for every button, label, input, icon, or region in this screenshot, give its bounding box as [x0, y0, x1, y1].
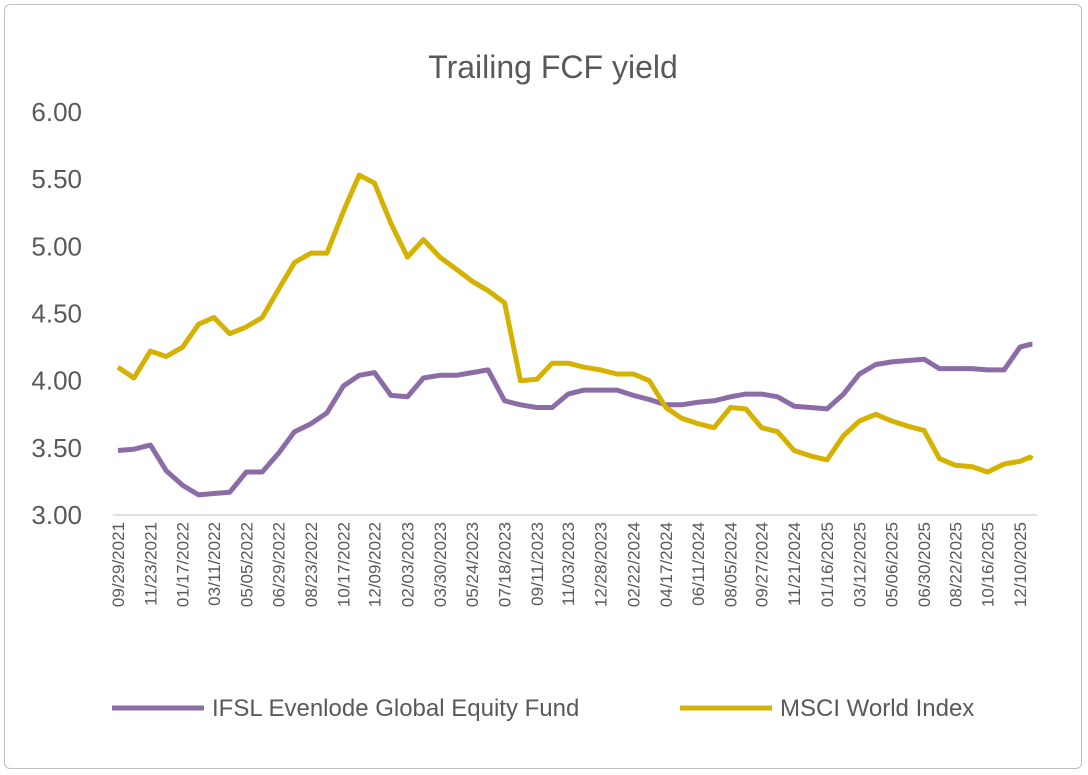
legend-item: MSCI World Index — [680, 695, 974, 722]
x-tick-label: 08/23/2022 — [302, 522, 321, 607]
chart-title: Trailing FCF yield — [428, 49, 678, 85]
x-tick-label: 03/30/2023 — [431, 522, 450, 607]
x-axis: 09/29/2021 11/23/2021 01/17/2022 03/11/2022… — [109, 522, 1030, 607]
series-line-fund — [117, 341, 1033, 498]
y-tick-label: 4.00 — [31, 366, 82, 396]
legend-item: IFSL Evenlode Global Equity Fund — [112, 695, 579, 722]
y-tick-label: 5.00 — [31, 231, 82, 261]
x-tick-label: 03/12/2025 — [850, 522, 869, 607]
series-line-index — [116, 172, 1034, 475]
y-tick-label: 3.00 — [31, 500, 82, 530]
x-tick-label: 08/05/2024 — [722, 522, 741, 607]
x-tick-label: 08/22/2025 — [946, 522, 965, 607]
x-tick-label: 09/27/2024 — [753, 522, 772, 607]
x-tick-label: 10/16/2025 — [979, 522, 998, 607]
x-tick-label: 06/29/2022 — [270, 522, 289, 607]
x-tick-label: 11/03/2023 — [559, 522, 578, 606]
x-tick-label: 09/29/2021 — [109, 522, 128, 607]
x-tick-label: 07/18/2023 — [496, 522, 515, 607]
x-tick-label: 02/22/2024 — [624, 522, 643, 607]
x-tick-label: 12/09/2022 — [366, 522, 385, 607]
legend-label: IFSL Evenlode Global Equity Fund — [212, 695, 579, 722]
x-tick-label: 05/24/2023 — [463, 522, 482, 607]
y-tick-label: 5.50 — [31, 164, 82, 194]
x-tick-label: 11/21/2024 — [785, 522, 804, 606]
x-tick-label: 01/17/2022 — [174, 522, 193, 607]
x-tick-label: 02/03/2023 — [398, 522, 417, 607]
y-tick-label: 3.50 — [31, 433, 82, 463]
chart-frame — [4, 4, 1082, 769]
legend-label: MSCI World Index — [780, 695, 974, 722]
x-tick-label: 03/11/2022 — [205, 522, 224, 606]
x-tick-label: 01/16/2025 — [818, 522, 837, 607]
x-tick-label: 05/05/2022 — [237, 522, 256, 607]
y-tick-label: 6.00 — [31, 97, 82, 127]
x-tick-label: 05/06/2025 — [883, 522, 902, 607]
y-axis: 3.00 3.50 4.00 4.50 5.00 5.50 6.00 — [31, 97, 82, 530]
x-tick-label: 11/23/2021 — [141, 522, 160, 606]
series-lines — [116, 172, 1034, 498]
y-tick-label: 4.50 — [31, 299, 82, 329]
x-tick-label: 12/10/2025 — [1011, 522, 1030, 607]
x-tick-label: 06/30/2025 — [915, 522, 934, 607]
x-tick-label: 12/28/2023 — [591, 522, 610, 607]
x-tick-label: 04/17/2024 — [657, 522, 676, 607]
x-tick-label: 10/17/2022 — [334, 522, 353, 607]
x-tick-label: 09/11/2023 — [528, 522, 547, 606]
legend: IFSL Evenlode Global Equity Fund MSCI Wor… — [112, 695, 974, 722]
x-tick-label: 06/11/2024 — [689, 522, 708, 606]
